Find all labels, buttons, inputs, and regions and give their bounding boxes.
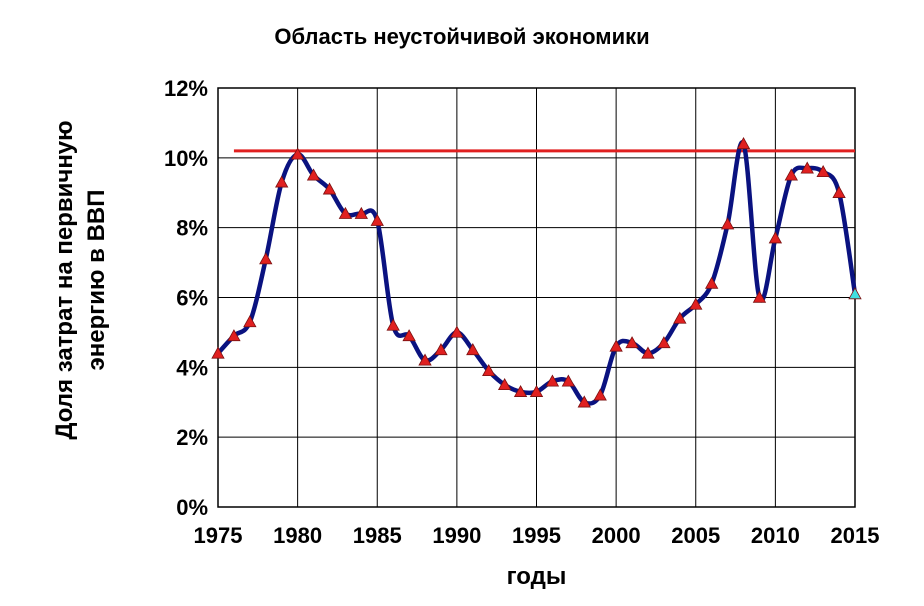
data-point-marker (816, 164, 830, 178)
data-point-marker (450, 325, 464, 338)
data-point-marker (545, 374, 560, 387)
data-point-marker (322, 182, 337, 195)
data-point-marker (338, 206, 353, 219)
data-point-marker (720, 217, 735, 230)
data-point-marker (768, 231, 783, 244)
x-tick-label: 1990 (432, 523, 481, 548)
y-tick-label: 12% (164, 76, 208, 101)
data-point-marker (609, 339, 623, 352)
data-point-marker (259, 252, 273, 265)
data-point-marker (736, 137, 751, 150)
data-point-marker (482, 364, 496, 377)
data-point-marker (290, 147, 305, 160)
data-point-marker (513, 384, 528, 397)
data-point-marker (641, 346, 655, 359)
data-point-marker (227, 329, 241, 342)
x-tick-label: 2000 (592, 523, 641, 548)
y-tick-labels: 0% 2% 4% 6% 8% 10% 12% (164, 76, 208, 520)
data-point-marker (418, 353, 432, 366)
data-point-marker (593, 388, 607, 401)
y-tick-label: 8% (176, 216, 208, 241)
y-axis-label: Доля затрат на первичную энергию в ВВП (51, 120, 110, 439)
data-point-marker (370, 213, 384, 226)
data-point-marker (784, 168, 798, 181)
x-tick-labels: 1975 1980 1985 1990 1995 2000 2005 2010 2015 (194, 523, 880, 548)
y-tick-label: 0% (176, 495, 208, 520)
data-point-marker (577, 395, 591, 408)
markers-group (211, 137, 862, 408)
data-point-marker (561, 374, 576, 387)
data-point-marker (211, 346, 225, 359)
y-axis-label-line: энергию в ВВП (83, 189, 110, 370)
x-tick-label: 2015 (831, 523, 880, 548)
y-axis-label-line: Доля затрат на первичную (51, 120, 78, 439)
x-axis-label: годы (507, 563, 567, 590)
x-tick-label: 2005 (671, 523, 720, 548)
data-point-marker (673, 311, 687, 324)
data-point-marker (625, 336, 639, 349)
x-tick-label: 1995 (512, 523, 561, 548)
x-tick-label: 1975 (194, 523, 243, 548)
y-tick-label: 2% (176, 425, 208, 450)
data-point-marker (704, 276, 719, 289)
x-tick-label: 1980 (273, 523, 322, 548)
y-tick-label: 10% (164, 146, 208, 171)
data-point-marker (354, 206, 369, 219)
data-point-marker (243, 315, 257, 328)
data-point-marker (752, 290, 767, 303)
y-tick-label: 4% (176, 355, 208, 380)
data-point-marker (657, 336, 671, 349)
data-point-marker (800, 161, 814, 174)
data-point-marker (275, 175, 289, 188)
data-point-marker (848, 287, 862, 300)
data-point-marker (306, 168, 321, 181)
data-point-marker (689, 297, 703, 310)
data-point-marker (402, 329, 416, 342)
chart-title: Область неустойчивой экономики (274, 24, 650, 49)
data-point-marker (386, 318, 400, 331)
data-point-marker (434, 343, 448, 356)
y-tick-label: 6% (176, 286, 208, 311)
x-tick-label: 1985 (353, 523, 402, 548)
data-point-marker (497, 377, 512, 390)
x-tick-label: 2010 (751, 523, 800, 548)
data-point-marker (529, 384, 544, 397)
data-point-marker (466, 343, 480, 356)
data-point-marker (832, 185, 846, 198)
